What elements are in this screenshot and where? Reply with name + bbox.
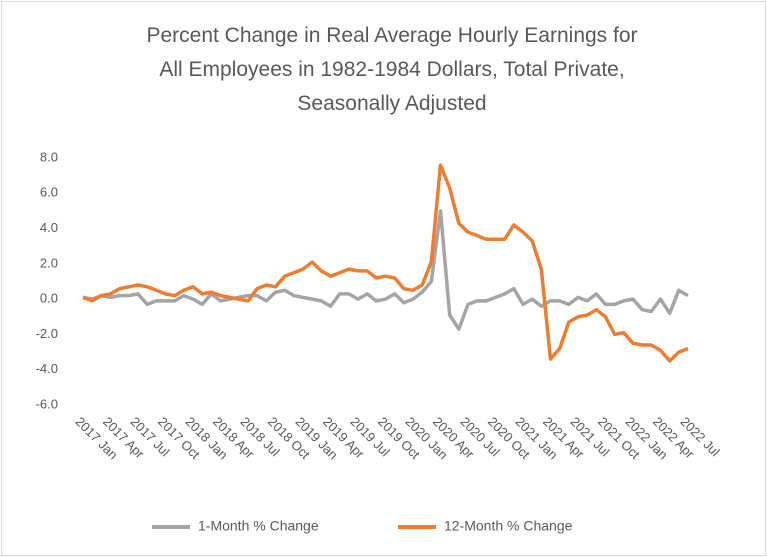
y-tick-label: -4.0 — [36, 361, 58, 376]
y-tick-label: 2.0 — [40, 255, 58, 270]
y-tick-label: 6.0 — [40, 185, 58, 200]
chart-title: Percent Change in Real Average Hourly Ea… — [146, 24, 637, 47]
y-tick-label: 8.0 — [40, 149, 58, 164]
series-line — [82, 209, 689, 331]
y-tick-label: 0.0 — [40, 291, 58, 306]
y-tick-label: 4.0 — [40, 220, 58, 235]
chart-title: Seasonally Adjusted — [297, 92, 486, 115]
chart-title: All Employees in 1982-1984 Dollars, Tota… — [159, 58, 624, 81]
legend-label: 1-Month % Change — [198, 518, 319, 534]
legend-label: 12-Month % Change — [444, 518, 573, 534]
y-tick-label: -6.0 — [36, 396, 58, 411]
y-tick-label: -2.0 — [36, 326, 58, 341]
series-line — [82, 163, 689, 363]
